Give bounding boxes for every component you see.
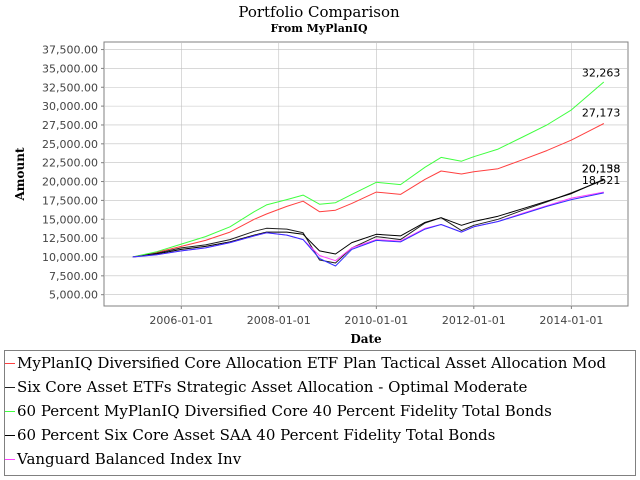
grid-lines [104,42,628,306]
x-axis-label: Date [350,332,382,346]
end-value-label: 18,521 [582,174,621,187]
y-axis-label: Amount [13,147,27,201]
y-tick-label: 22,500.00 [42,157,98,170]
y-tick-label: 30,000.00 [42,100,98,113]
x-tick-label: 2012-01-01 [442,314,506,327]
x-tick-label: 2010-01-01 [344,314,408,327]
legend-swatch [5,458,15,460]
line-chart: Portfolio Comparison From MyPlanIQ 5,000… [13,3,629,346]
y-tick-label: 20,000.00 [42,176,98,189]
y-tick-label: 35,000.00 [42,62,98,75]
y-tick-label: 15,000.00 [42,213,98,226]
y-tick-label: 10,000.00 [42,251,98,264]
legend-label: 60 Percent MyPlanIQ Diversified Core 40 … [17,402,552,420]
chart-legend: MyPlanIQ Diversified Core Allocation ETF… [4,350,636,476]
y-tick-label: 7,500.00 [49,270,98,283]
y-axis-ticks: 5,000.00 7,500.00 10,000.00 12,500.00 15,000… [42,44,104,302]
series-line-3 [132,81,605,258]
end-value-label: 32,263 [582,67,621,80]
y-tick-label: 25,000.00 [42,138,98,151]
legend-label: MyPlanIQ Diversified Core Allocation ETF… [17,354,607,372]
series-line-4 [132,178,605,258]
series-line-1 [132,123,605,258]
y-tick-label: 37,500.00 [42,44,98,57]
x-tick-label: 2014-01-01 [539,314,603,327]
y-tick-label: 5,000.00 [49,289,98,302]
legend-item: 60 Percent MyPlanIQ Diversified Core 40 … [5,399,635,423]
legend-swatch [5,434,15,436]
series-line-6 [132,192,604,267]
legend-label: Vanguard Balanced Index Inv [17,450,242,468]
x-axis-ticks: 2006-01-01 2008-01-01 2010-01-01 2012-01-01… [149,306,603,327]
end-value-label: 20,138 [582,163,621,176]
legend-item: Vanguard Balanced Index Inv [5,447,635,471]
legend-item: MyPlanIQ Diversified Core Allocation ETF… [5,351,635,375]
legend-item: 60 Percent Six Core Asset SAA 40 Percent… [5,423,635,447]
series-lines [132,81,605,267]
y-tick-label: 27,500.00 [42,119,98,132]
legend-swatch [5,362,15,364]
plot-area [103,41,629,307]
legend-label: Six Core Asset ETFs Strategic Asset Allo… [17,378,528,396]
legend-swatch [5,386,15,388]
x-tick-label: 2008-01-01 [247,314,311,327]
end-value-label: 20,158 [582,163,621,176]
y-tick-label: 12,500.00 [42,232,98,245]
y-tick-label: 17,500.00 [42,194,98,207]
y-tick-label: 32,500.00 [42,81,98,94]
legend-swatch [5,410,15,412]
chart-title: Portfolio Comparison [238,3,400,21]
end-value-label: 27,173 [582,107,621,120]
legend-label: 60 Percent Six Core Asset SAA 40 Percent… [17,426,496,444]
legend-item: Six Core Asset ETFs Strategic Asset Allo… [5,375,635,399]
x-tick-label: 2006-01-01 [149,314,213,327]
chart-subtitle: From MyPlanIQ [270,22,368,35]
